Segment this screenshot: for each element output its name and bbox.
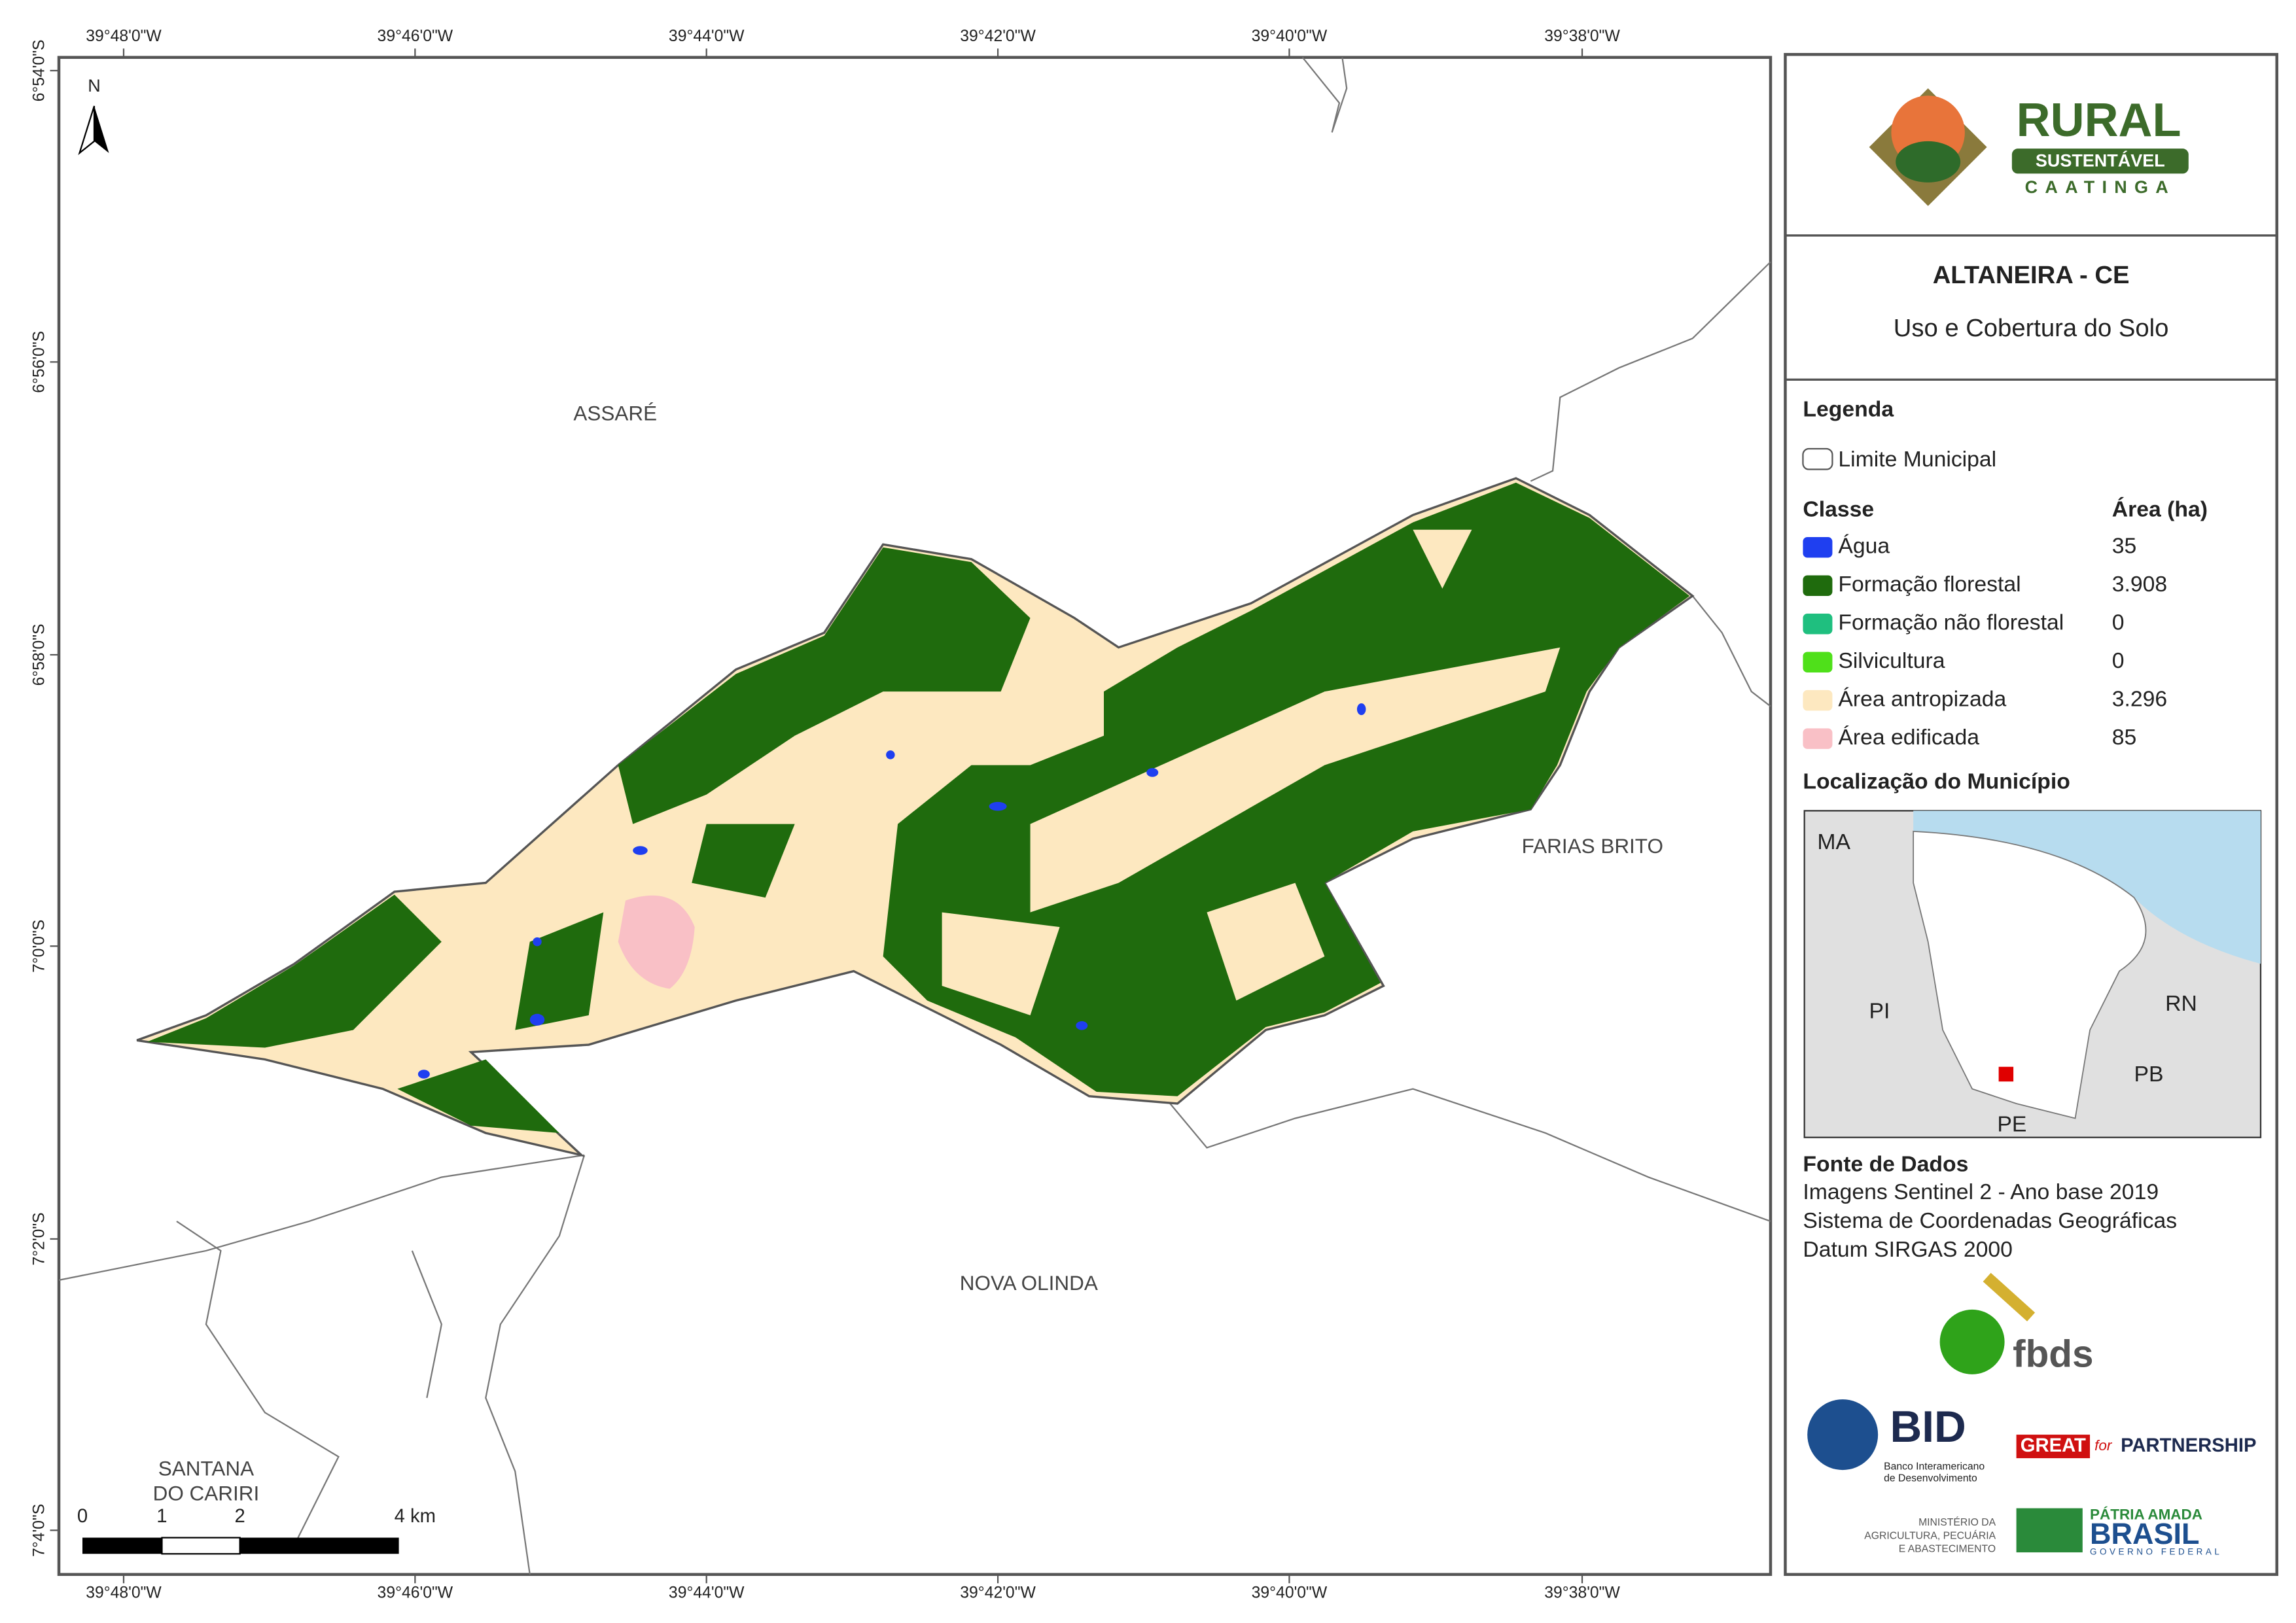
gov-label: GOVERNO FEDERAL (2090, 1547, 2222, 1557)
bid-line1: Banco Interamericano (1884, 1461, 1985, 1473)
state-label: PB (2134, 1062, 2164, 1087)
place-label: FARIAS BRITO (1522, 834, 1663, 858)
location-inset (1803, 810, 2262, 1138)
map-frame: N (57, 56, 1773, 1577)
source-line: Datum SIRGAS 2000 (1803, 1237, 2012, 1262)
source-line: Sistema de Coordenadas Geográficas (1803, 1208, 2177, 1233)
fbds-logo: fbds (2013, 1333, 2093, 1375)
forest-area (147, 482, 1690, 1133)
state-label: PE (1997, 1112, 2026, 1137)
sources-title: Fonte de Dados (1803, 1151, 1968, 1176)
state-label: RN (2165, 991, 2197, 1016)
coordinate-labels: 39°48'0"W 39°46'0"W 39°44'0"W 39°42'0"W 39°4… (30, 27, 1620, 1602)
state-labels: MA PI RN PB PE (1817, 829, 2197, 1137)
ministry-2: AGRICULTURA, PECUÁRIA (1864, 1529, 1996, 1541)
bottom-coord: 39°48'0"W (86, 1584, 162, 1602)
legend-area: 0 (2112, 648, 2125, 673)
bottom-coord: 39°46'0"W (378, 1584, 453, 1602)
legend-rows: Água 35 Formação florestal 3.908 Formação nã… (1803, 534, 2167, 750)
top-coord: 39°42'0"W (960, 27, 1036, 45)
scale-label: 2 (235, 1506, 245, 1527)
map-subtitle: Uso e Cobertura do Solo (1894, 314, 2169, 342)
north-label: N (88, 76, 101, 96)
for-label: for (2094, 1437, 2113, 1454)
scale-bar (82, 1537, 399, 1555)
legend-swatch (1803, 537, 1833, 558)
place-label: DO CARIRI (153, 1482, 260, 1505)
legend-area: 3.908 (2112, 572, 2167, 597)
logo-sub: CAATINGA (2025, 177, 2176, 197)
scale-labels: 0 1 2 4 km (77, 1506, 436, 1527)
partner-logos: fbds BID Banco Interamericano de Desenvo… (1807, 1272, 2256, 1557)
location-title: Localização do Município (1803, 769, 2070, 794)
legend-class: Formação florestal (1838, 572, 2021, 597)
boundary-swatch (1802, 447, 1833, 470)
left-coord: 7°2'0"S (30, 1212, 48, 1265)
great-logo: GREAT (2021, 1435, 2086, 1456)
municipality (136, 477, 1695, 1157)
brasil-label: BRASIL (2090, 1517, 2199, 1550)
panel: RURAL SUSTENTÁVEL CAATINGA ALTANEIRA - C… (1784, 52, 2278, 1577)
legend-swatch (1803, 613, 1833, 635)
bid-logo: BID (1890, 1403, 1966, 1452)
legend-area: 0 (2112, 610, 2125, 635)
legend-swatch (1803, 689, 1833, 711)
legend-swatch (1803, 652, 1833, 672)
legend-swatch (1803, 575, 1833, 596)
left-coord: 6°54'0"S (30, 40, 48, 102)
state-label: MA (1817, 829, 1850, 854)
top-coord: 39°48'0"W (86, 27, 162, 45)
bid-line2: de Desenvolvimento (1884, 1473, 1977, 1484)
top-coord: 39°46'0"W (378, 27, 453, 45)
ministry-3: E ABASTECIMENTO (1899, 1544, 1996, 1555)
scale-label: 0 (77, 1506, 88, 1527)
top-coord: 39°40'0"W (1252, 27, 1328, 45)
legend-area: 3.296 (2112, 687, 2167, 712)
logo-band: SUSTENTÁVEL (2036, 150, 2165, 171)
area-header: Área (ha) (2112, 497, 2208, 521)
water-bodies (417, 703, 1366, 1079)
logo-title: RURAL (2017, 94, 2181, 147)
place-label: SANTANA (158, 1456, 254, 1480)
place-label: ASSARÉ (573, 402, 657, 425)
bottom-coord: 39°44'0"W (669, 1584, 745, 1602)
anthropized-patches (942, 529, 1561, 1016)
boundary-label: Limite Municipal (1838, 447, 1996, 472)
ministry-1: MINISTÉRIO DA (1918, 1516, 1996, 1528)
legend-class: Área antropizada (1838, 687, 2006, 712)
left-coord: 7°0'0"S (30, 920, 48, 973)
legend-class: Formação não florestal (1838, 610, 2064, 635)
legend-area: 85 (2112, 725, 2137, 750)
left-coord: 7°4'0"S (30, 1504, 48, 1557)
legend-area: 35 (2112, 534, 2137, 559)
north-arrow: N (78, 76, 109, 156)
class-header: Classe (1803, 497, 1874, 521)
legend-class: Silvicultura (1838, 648, 1945, 673)
top-coord: 39°38'0"W (1544, 27, 1620, 45)
state-label: PI (1869, 998, 1890, 1023)
neighbor-boundaries (58, 57, 1771, 1575)
legend-swatch (1803, 728, 1833, 749)
legend-class: Área edificada (1838, 725, 1979, 750)
partnership-label: PARTNERSHIP (2121, 1435, 2256, 1456)
bottom-coord: 39°38'0"W (1544, 1584, 1620, 1602)
bottom-coord: 39°42'0"W (960, 1584, 1036, 1602)
place-label: NOVA OLINDA (960, 1271, 1098, 1295)
scale-label: 1 (156, 1506, 167, 1527)
top-coord: 39°44'0"W (669, 27, 745, 45)
scale-label: 4 km (395, 1506, 436, 1527)
patria-label: PÁTRIA AMADA (2090, 1507, 2202, 1523)
legend-class: Água (1838, 534, 1890, 559)
bottom-coord: 39°40'0"W (1252, 1584, 1328, 1602)
source-lines: Imagens Sentinel 2 - Ano base 2019 Sistem… (1803, 1179, 2177, 1262)
legend-title: Legenda (1803, 396, 1894, 421)
left-coord: 6°56'0"S (30, 331, 48, 393)
built-area (618, 895, 695, 989)
source-line: Imagens Sentinel 2 - Ano base 2019 (1803, 1179, 2159, 1204)
map-title: ALTANEIRA - CE (1933, 261, 2130, 289)
left-coord: 6°58'0"S (30, 623, 48, 686)
